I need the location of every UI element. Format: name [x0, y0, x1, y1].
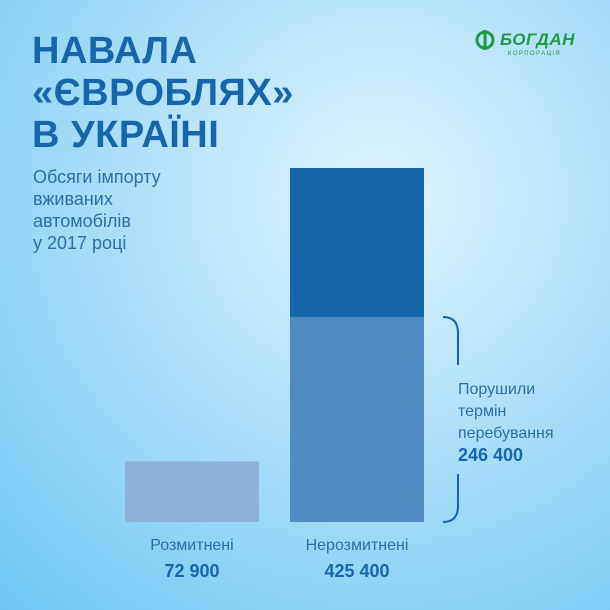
subtitle-line: Обсяги імпорту — [33, 167, 161, 187]
subtitle-line: автомобілів — [33, 211, 131, 231]
bogdan-logo: БОГДАН КОРПОРАЦІЯ — [474, 29, 582, 63]
bar-rozmytneni — [125, 461, 259, 522]
title-line: «ЄВРОБЛЯХ» — [32, 72, 294, 114]
value-label-nerozmytneni: 425 400 — [324, 561, 389, 581]
annotation-label-line: перебування — [458, 425, 554, 442]
annotation-label-line: термін — [458, 403, 506, 420]
value-label-rozmytneni: 72 900 — [164, 561, 219, 581]
title-line: В УКРАЇНІ — [32, 114, 220, 156]
subtitle: Обсяги імпорту вживаних автомобілів у 20… — [33, 166, 161, 254]
bar-segment-overstay — [290, 316, 424, 522]
bogdan-logo-icon — [475, 30, 495, 50]
annotation-label-line: Порушили — [458, 381, 535, 398]
annotation-value: 246 400 — [458, 445, 523, 465]
page-title: НАВАЛА «ЄВРОБЛЯХ» В УКРАЇНІ — [32, 30, 294, 156]
subtitle-line: у 2017 році — [33, 233, 127, 253]
category-label-rozmytneni: Розмитнені — [150, 537, 233, 554]
title-line: НАВАЛА — [32, 30, 198, 72]
logo-subtext: КОРПОРАЦІЯ — [508, 51, 562, 57]
subtitle-line: вживаних — [33, 189, 113, 209]
annotation-bracket — [442, 315, 459, 523]
category-label-nerozmytneni: Нерозмитнені — [306, 537, 409, 554]
logo-text: БОГДАН — [500, 30, 575, 49]
